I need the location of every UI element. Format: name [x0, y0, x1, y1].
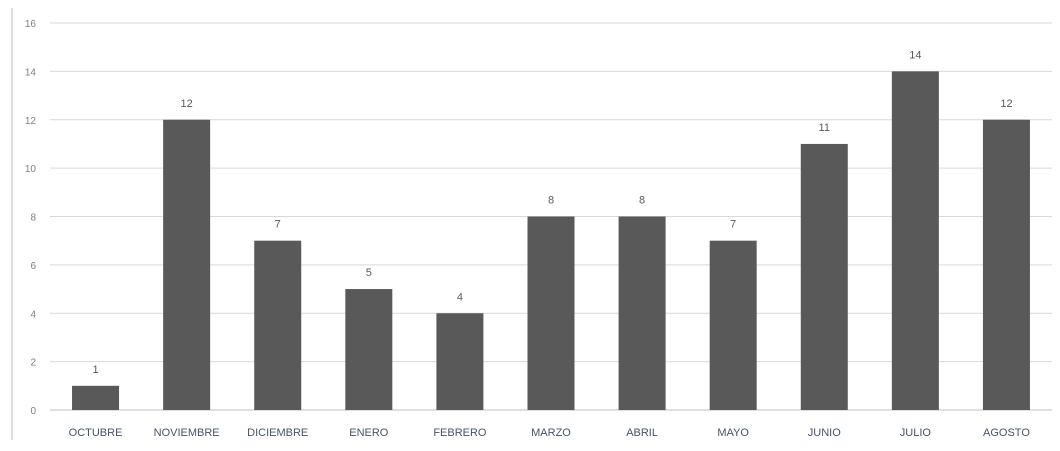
- x-tick-label: OCTUBRE: [69, 427, 123, 439]
- bar: [527, 216, 575, 410]
- x-tick-label: FEBRERO: [433, 427, 487, 439]
- bar: [254, 240, 302, 410]
- bar: [982, 119, 1030, 410]
- data-label: 4: [457, 291, 463, 303]
- bars: [72, 71, 1030, 410]
- data-label: 12: [1000, 98, 1012, 110]
- y-tick-label: 12: [25, 116, 37, 127]
- x-tick-label: JUNIO: [808, 427, 841, 439]
- x-tick-label: MAYO: [717, 427, 749, 439]
- bar: [891, 71, 939, 410]
- x-tick-label: MARZO: [531, 427, 571, 439]
- y-tick-label: 6: [30, 261, 36, 272]
- bar: [800, 143, 848, 410]
- y-axis-ticks: 0 2 4 6 8 10 12 14 16: [25, 19, 37, 417]
- x-tick-label: AGOSTO: [983, 427, 1030, 439]
- bar: [345, 289, 393, 410]
- data-label: 12: [181, 98, 193, 110]
- y-tick-label: 10: [25, 164, 37, 175]
- bar: [618, 216, 666, 410]
- data-label: 7: [275, 219, 281, 231]
- data-labels: 1 12 7 5 4 8 8 7 11 14 12: [92, 49, 1012, 375]
- y-tick-label: 2: [30, 358, 36, 369]
- data-label: 8: [639, 195, 645, 207]
- data-label: 14: [909, 49, 921, 61]
- bar: [436, 313, 484, 410]
- bar: [163, 119, 211, 410]
- y-tick-label: 4: [30, 309, 36, 320]
- y-tick-label: 8: [30, 213, 36, 224]
- data-label: 11: [819, 122, 830, 134]
- x-axis-ticks: OCTUBRE NOVIEMBRE DICIEMBRE ENERO FEBRERO MAR…: [69, 427, 1031, 439]
- data-label: 5: [366, 267, 372, 279]
- bar: [72, 385, 120, 410]
- data-label: 7: [730, 219, 736, 231]
- x-tick-label: ENERO: [349, 427, 389, 439]
- bar: [709, 240, 757, 410]
- x-tick-label: NOVIEMBRE: [154, 427, 220, 439]
- y-tick-label: 16: [25, 19, 37, 30]
- y-tick-label: 14: [25, 67, 37, 78]
- y-tick-label: 0: [30, 406, 36, 417]
- x-tick-label: JULIO: [900, 427, 932, 439]
- x-tick-label: DICIEMBRE: [247, 427, 308, 439]
- x-tick-label: ABRIL: [626, 427, 658, 439]
- data-label: 1: [92, 364, 98, 376]
- data-label: 8: [548, 195, 554, 207]
